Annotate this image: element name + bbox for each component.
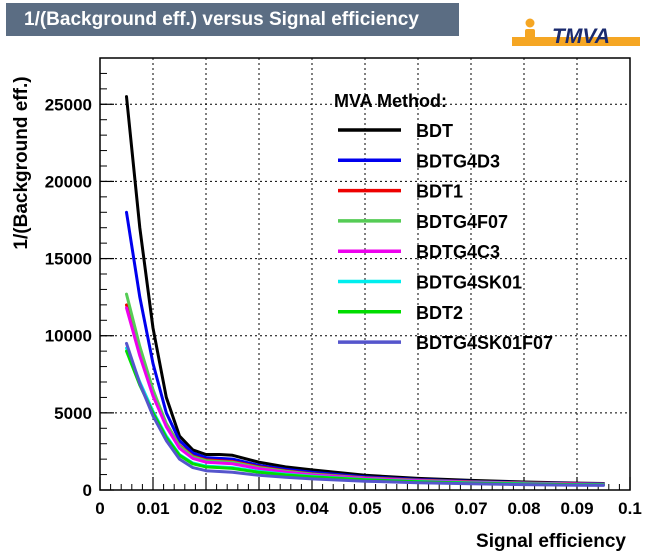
legend-label-bdt: BDT [416,121,453,141]
y-tick-label: 25000 [45,95,92,114]
legend-label-bdtg4f07: BDTG4F07 [416,212,508,232]
tmva-logo: TMVA [512,18,640,48]
series-lines [125,95,605,487]
x-tick-label: 0.04 [295,499,329,518]
legend-header: MVA Method: [334,91,447,111]
legend: MVA Method: BDT BDTG4D3 BDT1 BDTG4F07 BDTG4C… [334,91,553,353]
legend-label-bdt2: BDT2 [416,303,463,323]
y-tick-label: 15000 [45,250,92,269]
logo-head [525,18,535,28]
x-tick-label: 0.07 [454,499,487,518]
x-tick-label: 0.05 [348,499,381,518]
logo-text: TMVA [552,25,610,48]
y-tick-label: 5000 [54,404,92,423]
legend-label-bdt1: BDT1 [416,182,463,202]
series-line-bdtg4sk01f07 [125,341,605,487]
plot-title: 1/(Background eff.) versus Signal effici… [6,3,459,36]
x-tick-label: 0.06 [401,499,434,518]
logo-body [525,29,535,40]
legend-label-bdtg4sk01f07: BDTG4SK01F07 [416,333,553,353]
legend-label-bdtg4sk01: BDTG4SK01 [416,273,522,293]
x-tick-label: 0.01 [136,499,169,518]
x-tick-label: 0.02 [189,499,222,518]
logo-bar [512,37,640,46]
legend-label-bdtg4d3: BDTG4D3 [416,151,500,171]
x-tick-label: 0.1 [618,499,642,518]
y-tick-label: 0 [83,481,92,500]
x-tick-label: 0.08 [507,499,540,518]
x-tick-label: 0.03 [242,499,275,518]
x-tick-label: 0.09 [560,499,593,518]
axes: 0 0.01 0.02 0.03 0.04 0.05 0.06 0.07 0.08 0.09 0.1… [45,57,642,518]
x-axis-title: Signal efficiency [476,531,626,552]
legend-label-bdtg4c3: BDTG4C3 [416,242,500,262]
y-tick-label: 10000 [45,327,92,346]
x-tick-label: 0 [95,499,104,518]
y-axis-title: 1/(Background eff.) [11,76,32,249]
grid [100,58,630,490]
y-tick-label: 20000 [45,172,92,191]
